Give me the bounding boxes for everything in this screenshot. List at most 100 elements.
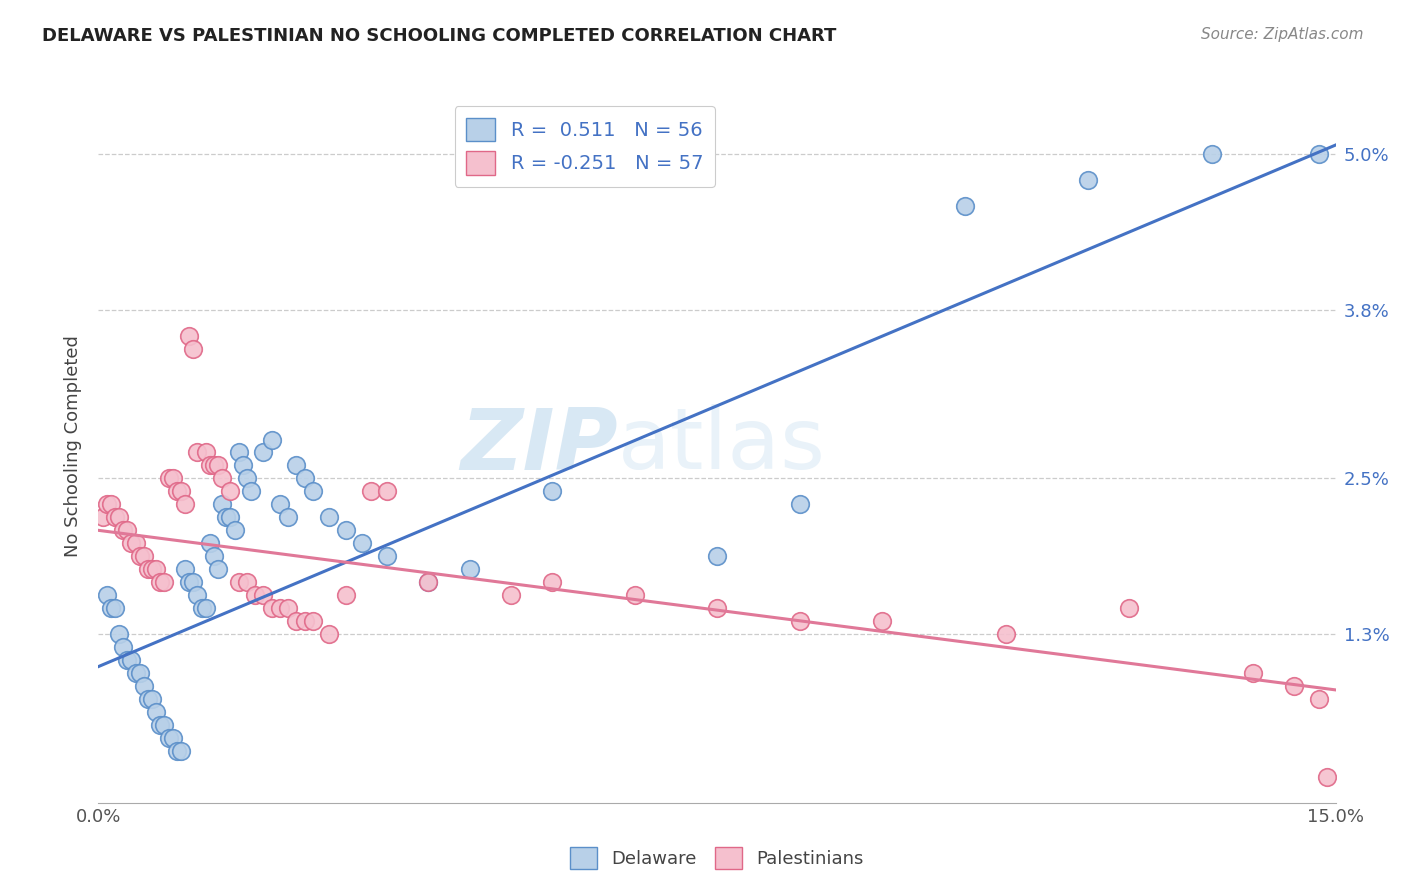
Point xyxy=(870,614,893,628)
Point xyxy=(352,536,374,550)
Point xyxy=(120,653,142,667)
Point xyxy=(360,484,382,499)
Point xyxy=(186,445,208,459)
Point xyxy=(108,627,131,641)
Point xyxy=(335,588,357,602)
Point xyxy=(181,575,204,590)
Point xyxy=(294,614,316,628)
Point xyxy=(1308,147,1330,161)
Point xyxy=(91,510,114,524)
Point xyxy=(100,497,122,511)
Point xyxy=(202,549,225,564)
Point xyxy=(240,484,263,499)
Point xyxy=(302,614,325,628)
Point xyxy=(112,640,135,654)
Point xyxy=(243,588,266,602)
Point xyxy=(132,679,155,693)
Point xyxy=(132,549,155,564)
Point xyxy=(219,510,242,524)
Point xyxy=(541,484,564,499)
Point xyxy=(1241,666,1264,681)
Point xyxy=(128,666,150,681)
Text: ZIP: ZIP xyxy=(460,404,619,488)
Point xyxy=(194,601,217,615)
Point xyxy=(211,497,233,511)
Point xyxy=(112,524,135,538)
Point xyxy=(170,744,193,758)
Point xyxy=(198,536,221,550)
Point xyxy=(190,601,212,615)
Point xyxy=(1316,770,1339,784)
Point xyxy=(145,562,167,576)
Point xyxy=(375,549,398,564)
Point xyxy=(252,588,274,602)
Point xyxy=(128,549,150,564)
Point xyxy=(232,458,254,473)
Point xyxy=(157,471,180,485)
Point xyxy=(228,445,250,459)
Point xyxy=(953,199,976,213)
Point xyxy=(207,458,229,473)
Point xyxy=(136,562,159,576)
Point xyxy=(302,484,325,499)
Point xyxy=(145,705,167,719)
Point xyxy=(104,510,127,524)
Point xyxy=(186,588,208,602)
Point xyxy=(994,627,1017,641)
Point xyxy=(458,562,481,576)
Point xyxy=(260,433,283,447)
Point xyxy=(96,588,118,602)
Point xyxy=(285,458,308,473)
Text: DELAWARE VS PALESTINIAN NO SCHOOLING COMPLETED CORRELATION CHART: DELAWARE VS PALESTINIAN NO SCHOOLING COM… xyxy=(42,27,837,45)
Y-axis label: No Schooling Completed: No Schooling Completed xyxy=(65,335,83,557)
Text: atlas: atlas xyxy=(619,404,827,488)
Point xyxy=(211,471,233,485)
Point xyxy=(418,575,440,590)
Point xyxy=(179,328,201,343)
Point xyxy=(100,601,122,615)
Point xyxy=(120,536,142,550)
Point xyxy=(623,588,645,602)
Point xyxy=(706,601,728,615)
Point xyxy=(260,601,283,615)
Point xyxy=(318,510,340,524)
Point xyxy=(1118,601,1140,615)
Point xyxy=(277,601,299,615)
Point xyxy=(1077,173,1099,187)
Point xyxy=(269,601,291,615)
Point xyxy=(277,510,299,524)
Point xyxy=(141,562,163,576)
Point xyxy=(166,744,188,758)
Point xyxy=(149,575,172,590)
Point xyxy=(194,445,217,459)
Point xyxy=(418,575,440,590)
Point xyxy=(141,692,163,706)
Text: Source: ZipAtlas.com: Source: ZipAtlas.com xyxy=(1201,27,1364,42)
Point xyxy=(104,601,127,615)
Point xyxy=(124,536,146,550)
Point xyxy=(215,510,238,524)
Point xyxy=(162,731,184,745)
Point xyxy=(375,484,398,499)
Point xyxy=(499,588,522,602)
Point xyxy=(207,562,229,576)
Point xyxy=(96,497,118,511)
Point xyxy=(236,471,259,485)
Point xyxy=(170,484,193,499)
Point xyxy=(162,471,184,485)
Point xyxy=(157,731,180,745)
Point xyxy=(219,484,242,499)
Point xyxy=(541,575,564,590)
Point xyxy=(174,562,197,576)
Point xyxy=(789,497,811,511)
Point xyxy=(335,524,357,538)
Point xyxy=(124,666,146,681)
Legend: Delaware, Palestinians: Delaware, Palestinians xyxy=(562,839,872,876)
Point xyxy=(228,575,250,590)
Point xyxy=(153,718,176,732)
Point xyxy=(294,471,316,485)
Point xyxy=(136,692,159,706)
Point xyxy=(108,510,131,524)
Point xyxy=(224,524,246,538)
Point xyxy=(318,627,340,641)
